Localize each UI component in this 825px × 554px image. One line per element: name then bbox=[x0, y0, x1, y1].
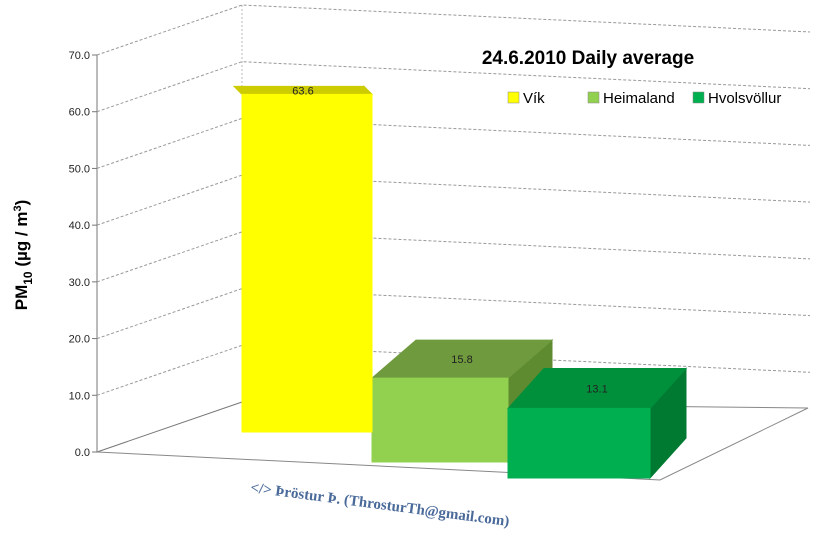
gridline bbox=[96, 231, 811, 283]
bar-3 bbox=[506, 367, 688, 480]
bar-front bbox=[371, 377, 509, 463]
gridline bbox=[96, 174, 811, 226]
y-tick-label: 30.0 bbox=[69, 277, 90, 289]
y-tick-label: 10.0 bbox=[69, 390, 90, 402]
y-tick-label: 40.0 bbox=[69, 220, 90, 232]
data-label-3: 13.1 bbox=[586, 383, 607, 395]
y-axis-label-unit-open: (µg / m bbox=[12, 212, 31, 272]
data-label-2: 15.8 bbox=[451, 354, 472, 366]
bar-front bbox=[241, 93, 373, 433]
data-labels: 15.8 13.1 63.6 bbox=[292, 85, 607, 395]
y-tick-label: 70.0 bbox=[69, 50, 90, 62]
y-axis-label-unit-close: ) bbox=[12, 200, 31, 206]
y-tick-label: 50.0 bbox=[69, 163, 90, 175]
legend-swatch-2 bbox=[587, 91, 600, 104]
y-axis-label: PM10 (µg / m3) bbox=[12, 200, 35, 311]
gridline bbox=[96, 288, 811, 340]
y-tick-label: 20.0 bbox=[69, 334, 90, 346]
gridline bbox=[96, 117, 811, 169]
bars bbox=[232, 85, 688, 480]
gridline bbox=[96, 61, 811, 113]
legend-label-1: Vík bbox=[523, 90, 545, 107]
y-axis-label-main: PM bbox=[12, 285, 31, 311]
y-axis-label-subscript: 10 bbox=[21, 271, 35, 285]
y-tick-label: 60.0 bbox=[69, 107, 90, 119]
legend-swatch-3 bbox=[692, 91, 705, 104]
legend-label-2: Heimaland bbox=[603, 90, 675, 107]
bar-1 bbox=[232, 85, 374, 434]
gridline bbox=[96, 4, 811, 56]
gridline bbox=[96, 344, 811, 396]
data-label-1: 63.6 bbox=[292, 85, 313, 97]
legend-label-3: Hvolsvöllur bbox=[708, 90, 781, 107]
gridlines bbox=[92, 4, 811, 453]
y-axis-label-superscript: 3 bbox=[12, 205, 24, 211]
back-wall-edge bbox=[96, 55, 243, 453]
legend: Vík Heimaland Hvolsvöllur bbox=[507, 90, 781, 107]
y-tick-labels: 0.0 10.0 20.0 30.0 40.0 50.0 60.0 70.0 bbox=[69, 50, 90, 459]
author-credit: </> Þröstur Þ. (ThrosturTh@gmail.com) bbox=[249, 480, 510, 530]
legend-swatch-1 bbox=[507, 91, 520, 104]
bar-front bbox=[507, 407, 651, 479]
chart-title: 24.6.2010 Daily average bbox=[482, 48, 694, 69]
y-tick-label: 0.0 bbox=[75, 447, 90, 459]
